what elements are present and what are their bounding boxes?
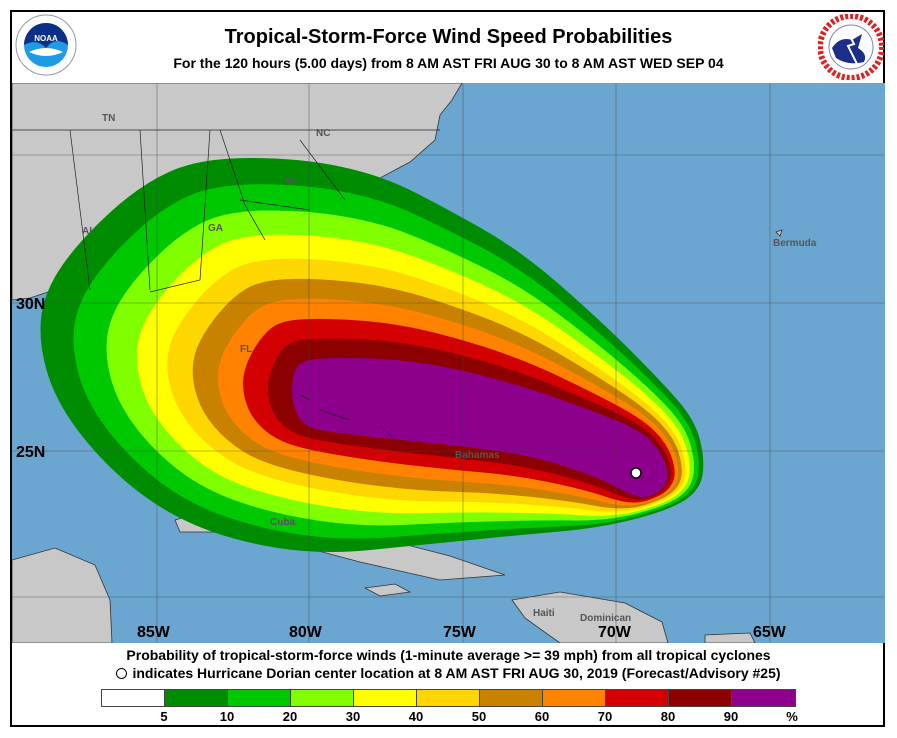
contour-90-percent <box>292 358 668 498</box>
label-sc: SC <box>285 176 299 187</box>
label-fl: FL <box>240 344 252 355</box>
land-bermuda <box>775 229 783 237</box>
probability-map: TN NC SC GA AL FL Bermuda Bahamas Cuba H… <box>12 83 885 643</box>
svg-text:NOAA: NOAA <box>34 34 58 43</box>
lat-label-25n: 25N <box>16 444 45 461</box>
legend-label: 20 <box>282 709 298 724</box>
legend-swatch-5 <box>417 690 480 706</box>
label-cuba: Cuba <box>270 517 295 528</box>
label-al: AL <box>82 226 95 237</box>
legend-label: % <box>786 709 798 724</box>
label-nc: NC <box>316 128 330 139</box>
legend-swatch-8 <box>606 690 669 706</box>
footer-line-1: Probability of tropical-storm-force wind… <box>126 647 771 663</box>
legend-swatch-2 <box>228 690 291 706</box>
land-mexico <box>12 547 113 643</box>
lon-label-80w: 80W <box>289 624 323 641</box>
legend-label: 5 <box>160 709 168 724</box>
grid <box>12 83 885 643</box>
legend-label: 90 <box>723 709 739 724</box>
legend-swatch-4 <box>354 690 417 706</box>
label-tn: TN <box>102 113 115 124</box>
color-legend <box>101 689 796 707</box>
label-dominican: Dominican <box>580 613 631 624</box>
legend-swatch-1 <box>165 690 228 706</box>
label-haiti: Haiti <box>533 608 555 619</box>
legend-swatch-9 <box>669 690 732 706</box>
page-subtitle: For the 120 hours (5.00 days) from 8 AM … <box>173 55 724 71</box>
land-jamaica <box>363 583 412 597</box>
label-ga: GA <box>208 223 223 234</box>
noaa-logo: NOAA <box>15 14 77 76</box>
page-title: Tropical-Storm-Force Wind Speed Probabil… <box>224 26 673 48</box>
center-circle-icon <box>116 668 128 679</box>
legend-label: 80 <box>660 709 676 724</box>
footer-line-2: indicates Hurricane Dorian center locati… <box>0 665 897 681</box>
nws-logo <box>818 14 884 80</box>
legend-label: 10 <box>219 709 235 724</box>
legend-label: 30 <box>345 709 361 724</box>
legend-label: 40 <box>408 709 424 724</box>
legend-label: 60 <box>534 709 550 724</box>
legend-swatch-7 <box>543 690 606 706</box>
legend-swatch-6 <box>480 690 543 706</box>
legend-swatch-0 <box>102 690 165 706</box>
label-bermuda: Bermuda <box>773 238 817 249</box>
legend-swatch-10 <box>732 690 795 706</box>
footer-line-2-text: indicates Hurricane Dorian center locati… <box>132 665 781 681</box>
lon-label-65w: 65W <box>753 624 787 641</box>
lat-label-30n: 30N <box>16 296 45 313</box>
legend-label: 70 <box>597 709 613 724</box>
legend-swatch-3 <box>291 690 354 706</box>
lon-label-85w: 85W <box>137 624 171 641</box>
lon-label-70w: 70W <box>598 624 632 641</box>
lon-label-75w: 75W <box>443 624 477 641</box>
land-hispaniola <box>511 591 669 643</box>
hurricane-center-marker <box>630 467 642 479</box>
legend-label: 50 <box>471 709 487 724</box>
land-puerto-rico <box>704 632 756 643</box>
borders <box>12 129 471 461</box>
label-bahamas: Bahamas <box>455 450 500 461</box>
